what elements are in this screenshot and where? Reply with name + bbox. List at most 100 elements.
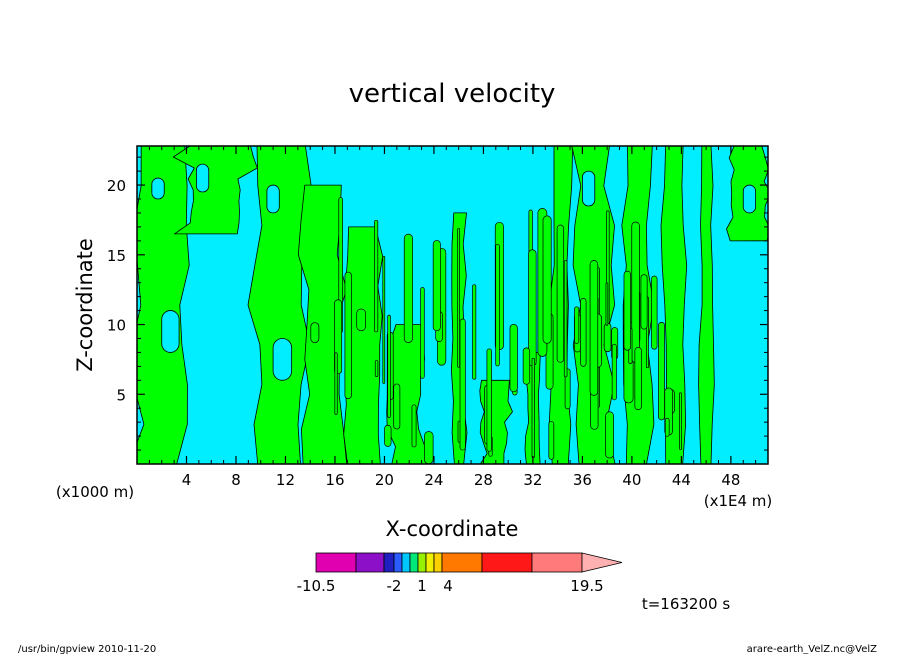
y-tick-label: 5: [116, 386, 126, 404]
positive-velocity-streak: [542, 215, 552, 344]
positive-velocity-streak: [495, 243, 500, 367]
plot-frame: [136, 145, 769, 465]
negative-velocity-island: [582, 170, 596, 207]
positive-velocity-streak: [531, 357, 535, 459]
colorbar-label: 19.5: [570, 577, 603, 595]
colorbar-segment: [401, 552, 411, 573]
positive-velocity-region: [698, 146, 715, 464]
negative-velocity-island: [272, 338, 293, 381]
colorbar-label: -10.5: [297, 577, 336, 595]
positive-velocity-streak: [574, 306, 580, 344]
positive-velocity-streak: [387, 314, 391, 418]
colorbar-label: 1: [417, 577, 427, 595]
positive-velocity-streak: [472, 284, 477, 380]
positive-velocity-streak: [528, 249, 537, 367]
x-tick-label: 4: [182, 471, 192, 489]
positive-velocity-streak: [457, 227, 461, 368]
positive-velocity-streak: [334, 352, 338, 415]
chart-title: vertical velocity: [349, 79, 556, 109]
y-axis: 5 10 15 20: [107, 156, 768, 451]
colorbar-segment: [481, 552, 533, 573]
negative-velocity-island: [161, 310, 180, 353]
x-tick-label: 20: [375, 471, 394, 489]
colorbar-segment: [355, 552, 385, 573]
positive-velocity-streak: [486, 348, 492, 452]
positive-velocity-streak: [393, 383, 401, 430]
positive-velocity-streak: [556, 224, 565, 363]
footer-right: arare-earth_VelZ.nc@VelZ: [747, 644, 878, 654]
positive-velocity-streak: [411, 404, 417, 448]
positive-velocity-region: [247, 146, 312, 464]
positive-velocity-streak: [679, 392, 682, 450]
negative-velocity-island: [742, 184, 757, 214]
positive-velocity-streak: [651, 275, 658, 350]
x-axis: 4 8 12 16 20 24 28 32 36 40 44 48: [148, 146, 757, 489]
colorbar-label: 4: [443, 577, 453, 595]
positive-velocity-region: [343, 226, 384, 464]
positive-velocity-streak: [611, 343, 617, 401]
colorbar-segment: [409, 552, 419, 573]
negative-velocity-island: [266, 184, 280, 214]
colorbar-segment: [417, 552, 427, 573]
x-tick-label: 40: [622, 471, 641, 489]
y-axis-label: Z-coordinate: [73, 238, 97, 372]
y-tick-label: 10: [107, 317, 126, 335]
x-tick-label: 24: [424, 471, 443, 489]
x-tick-label: 36: [573, 471, 592, 489]
positive-velocity-streak: [310, 322, 320, 344]
positive-velocity-streak: [623, 270, 632, 351]
positive-velocity-streak: [420, 287, 425, 379]
negative-velocity-island: [195, 163, 210, 193]
x-tick-label: 48: [721, 471, 740, 489]
positive-velocity-streak: [374, 360, 379, 377]
positive-velocity-streak: [580, 297, 587, 367]
positive-velocity-streak: [424, 431, 434, 464]
x-unit-right: (x1E4 m): [704, 492, 773, 510]
positive-velocity-streak: [356, 308, 366, 332]
colorbar-label: -2: [387, 577, 402, 595]
footer-left: /usr/bin/gpview 2010-11-20: [18, 644, 156, 654]
positive-velocity-region: [172, 146, 258, 235]
positive-velocity-streak: [589, 260, 599, 396]
positive-velocity-streak: [658, 321, 665, 421]
positive-velocity-streak: [564, 368, 571, 410]
positive-velocity-streak: [664, 417, 670, 437]
contour-field: [137, 146, 768, 464]
positive-velocity-region: [660, 146, 688, 464]
colorbar-segment: [531, 552, 583, 573]
colorbar: [315, 552, 623, 573]
positive-velocity-streak: [640, 274, 648, 330]
negative-velocity-island: [151, 177, 165, 200]
positive-velocity-streak: [522, 347, 531, 385]
colorbar-segment: [441, 552, 483, 573]
colorbar-segment: [433, 552, 443, 573]
y-tick-label: 15: [107, 247, 126, 265]
x-axis-label: X-coordinate: [386, 517, 519, 541]
positive-velocity-streak: [634, 346, 642, 411]
positive-velocity-streak: [459, 318, 466, 451]
y-tick-label: 20: [107, 177, 126, 195]
colorbar-segment: [393, 552, 403, 573]
x-tick-label: 16: [325, 471, 344, 489]
x-tick-label: 12: [276, 471, 295, 489]
colorbar-arrow: [581, 552, 623, 573]
positive-velocity-streak: [605, 282, 609, 326]
positive-velocity-streak: [344, 271, 352, 400]
positive-velocity-streak: [603, 322, 612, 353]
positive-velocity-streak: [631, 221, 640, 363]
positive-velocity-streak: [403, 233, 413, 343]
time-label: t=163200 s: [642, 595, 730, 613]
positive-velocity-streak: [509, 323, 518, 393]
x-tick-label: 8: [231, 471, 241, 489]
colorbar-segment: [315, 552, 357, 573]
positive-velocity-streak: [563, 259, 568, 378]
x-tick-label: 32: [523, 471, 542, 489]
x-tick-label: 28: [474, 471, 493, 489]
positive-velocity-streak: [548, 420, 555, 460]
colorbar-segment: [383, 552, 395, 573]
positive-velocity-streak: [432, 240, 441, 332]
positive-velocity-streak: [374, 219, 379, 333]
positive-velocity-streak: [605, 411, 614, 459]
colorbar-labels: -10.5 -2 1 4 19.5: [297, 577, 604, 595]
